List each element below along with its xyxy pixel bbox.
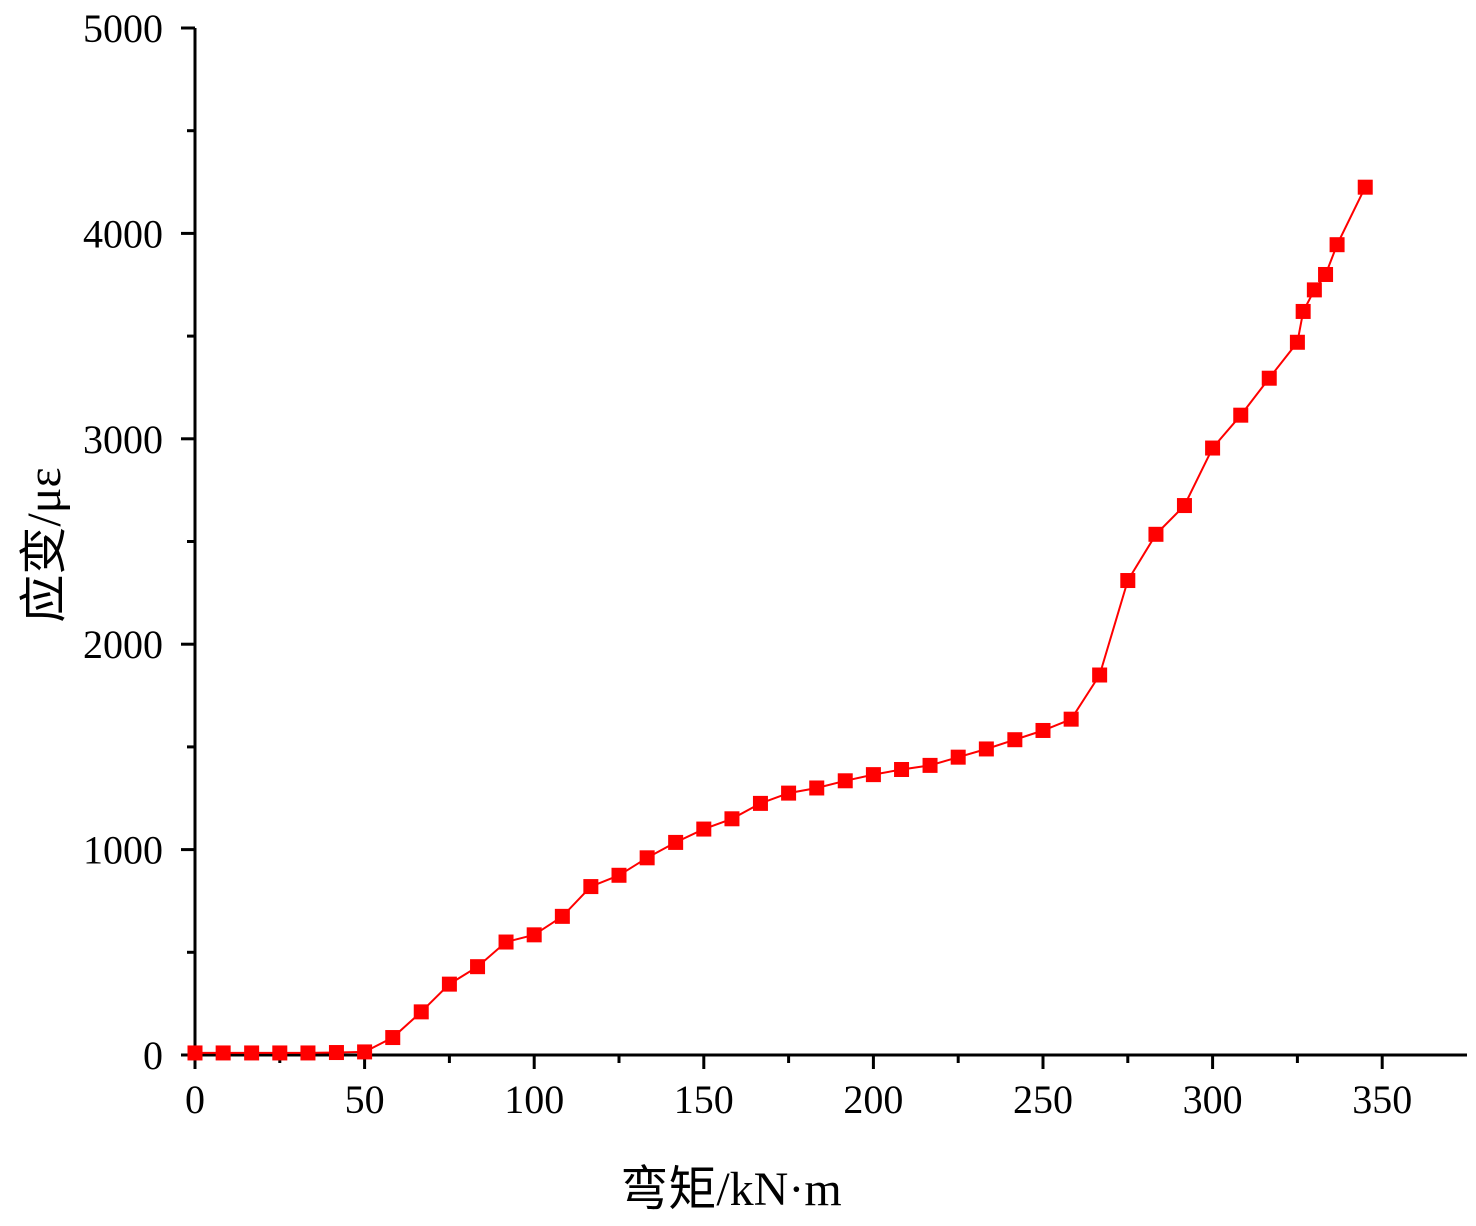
y-tick-label: 2000 [83, 622, 163, 667]
data-point [328, 1045, 344, 1061]
data-point [696, 821, 712, 837]
data-point [554, 908, 570, 924]
data-point [781, 785, 797, 801]
data-point [1176, 498, 1192, 514]
y-axis-title: 应变/με [18, 467, 71, 622]
data-point [668, 834, 684, 850]
data-point [1357, 179, 1373, 195]
series [187, 179, 1373, 1061]
data-point [1035, 722, 1051, 738]
data-point [1295, 303, 1311, 319]
data-point [865, 767, 881, 783]
series-line [195, 186, 1367, 1054]
data-point [950, 749, 966, 765]
data-point [1289, 334, 1305, 350]
data-point [1007, 732, 1023, 748]
data-point [837, 773, 853, 789]
y-tick-label: 0 [143, 1033, 163, 1078]
y-tick-label: 4000 [83, 211, 163, 256]
data-point [1261, 370, 1277, 386]
data-point [894, 761, 910, 777]
data-point [1205, 440, 1221, 456]
data-point [470, 959, 486, 975]
data-point [752, 795, 768, 811]
data-point [300, 1045, 316, 1061]
data-point [1148, 526, 1164, 542]
data-point [413, 1004, 429, 1020]
data-point [724, 811, 740, 827]
data-point [978, 741, 994, 757]
data-point [1329, 237, 1345, 253]
data-point [1306, 282, 1322, 298]
x-tick-label: 350 [1352, 1077, 1412, 1122]
data-point [639, 850, 655, 866]
data-point [583, 879, 599, 895]
x-tick-label: 150 [674, 1077, 734, 1122]
data-point [611, 867, 627, 883]
y-tick-label: 1000 [83, 828, 163, 873]
x-tick-label: 0 [185, 1077, 205, 1122]
x-tick-label: 300 [1183, 1077, 1243, 1122]
data-point [1318, 266, 1334, 282]
data-point [187, 1045, 203, 1061]
data-point [357, 1044, 373, 1060]
data-point [1063, 711, 1079, 727]
x-tick-label: 100 [504, 1077, 564, 1122]
data-point [441, 976, 457, 992]
data-point [809, 780, 825, 796]
data-point [1120, 573, 1136, 589]
data-point [385, 1030, 401, 1046]
data-point [922, 757, 938, 773]
data-point [215, 1045, 231, 1061]
axes [193, 28, 1467, 1057]
x-tick-label: 50 [345, 1077, 385, 1122]
data-point [498, 934, 514, 950]
x-tick-label: 200 [843, 1077, 903, 1122]
data-point [272, 1045, 288, 1061]
data-point [244, 1045, 260, 1061]
data-point [526, 927, 542, 943]
y-tick-label: 5000 [83, 6, 163, 51]
data-point [1092, 667, 1108, 683]
y-tick-label: 3000 [83, 417, 163, 462]
x-tick-label: 250 [1013, 1077, 1073, 1122]
x-axis-title: 弯矩/kN·m [620, 1163, 841, 1216]
ticks: 0 1000 2000 3000 4000 5000 0 50 100 150 200 250 300 3… [83, 6, 1412, 1122]
data-point [1233, 407, 1249, 423]
